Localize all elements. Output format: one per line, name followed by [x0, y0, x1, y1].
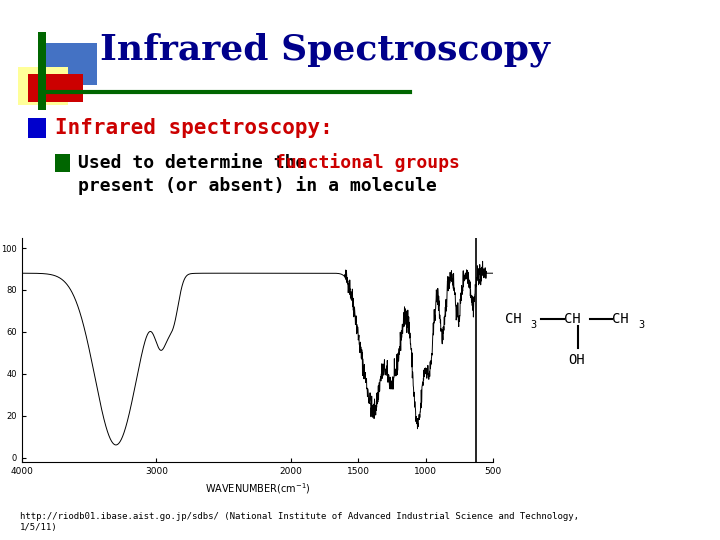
X-axis label: WAVENUMBER(cm$^{-1}$): WAVENUMBER(cm$^{-1}$) [204, 481, 310, 496]
Text: functional groups: functional groups [275, 153, 460, 172]
Text: CH: CH [505, 312, 521, 326]
Text: present (or absent) in a molecule: present (or absent) in a molecule [78, 177, 437, 195]
Text: CH: CH [564, 312, 581, 326]
Bar [38, 32, 46, 110]
Bar [42, 43, 97, 85]
Text: 3: 3 [530, 320, 536, 330]
Text: http://riodb01.ibase.aist.go.jp/sdbs/ (National Institute of Advanced Industrial: http://riodb01.ibase.aist.go.jp/sdbs/ (N… [20, 512, 579, 532]
Text: CH: CH [612, 312, 629, 326]
Bar [18, 67, 68, 105]
Text: 3: 3 [638, 320, 644, 330]
Text: Infrared Spectroscopy: Infrared Spectroscopy [100, 33, 550, 68]
Bar [28, 74, 83, 102]
Text: Used to determine the: Used to determine the [78, 154, 318, 172]
Text: OH: OH [568, 353, 585, 367]
Text: Infrared spectroscopy:: Infrared spectroscopy: [55, 118, 333, 138]
Bar [55, 154, 70, 172]
Bar [28, 118, 46, 138]
